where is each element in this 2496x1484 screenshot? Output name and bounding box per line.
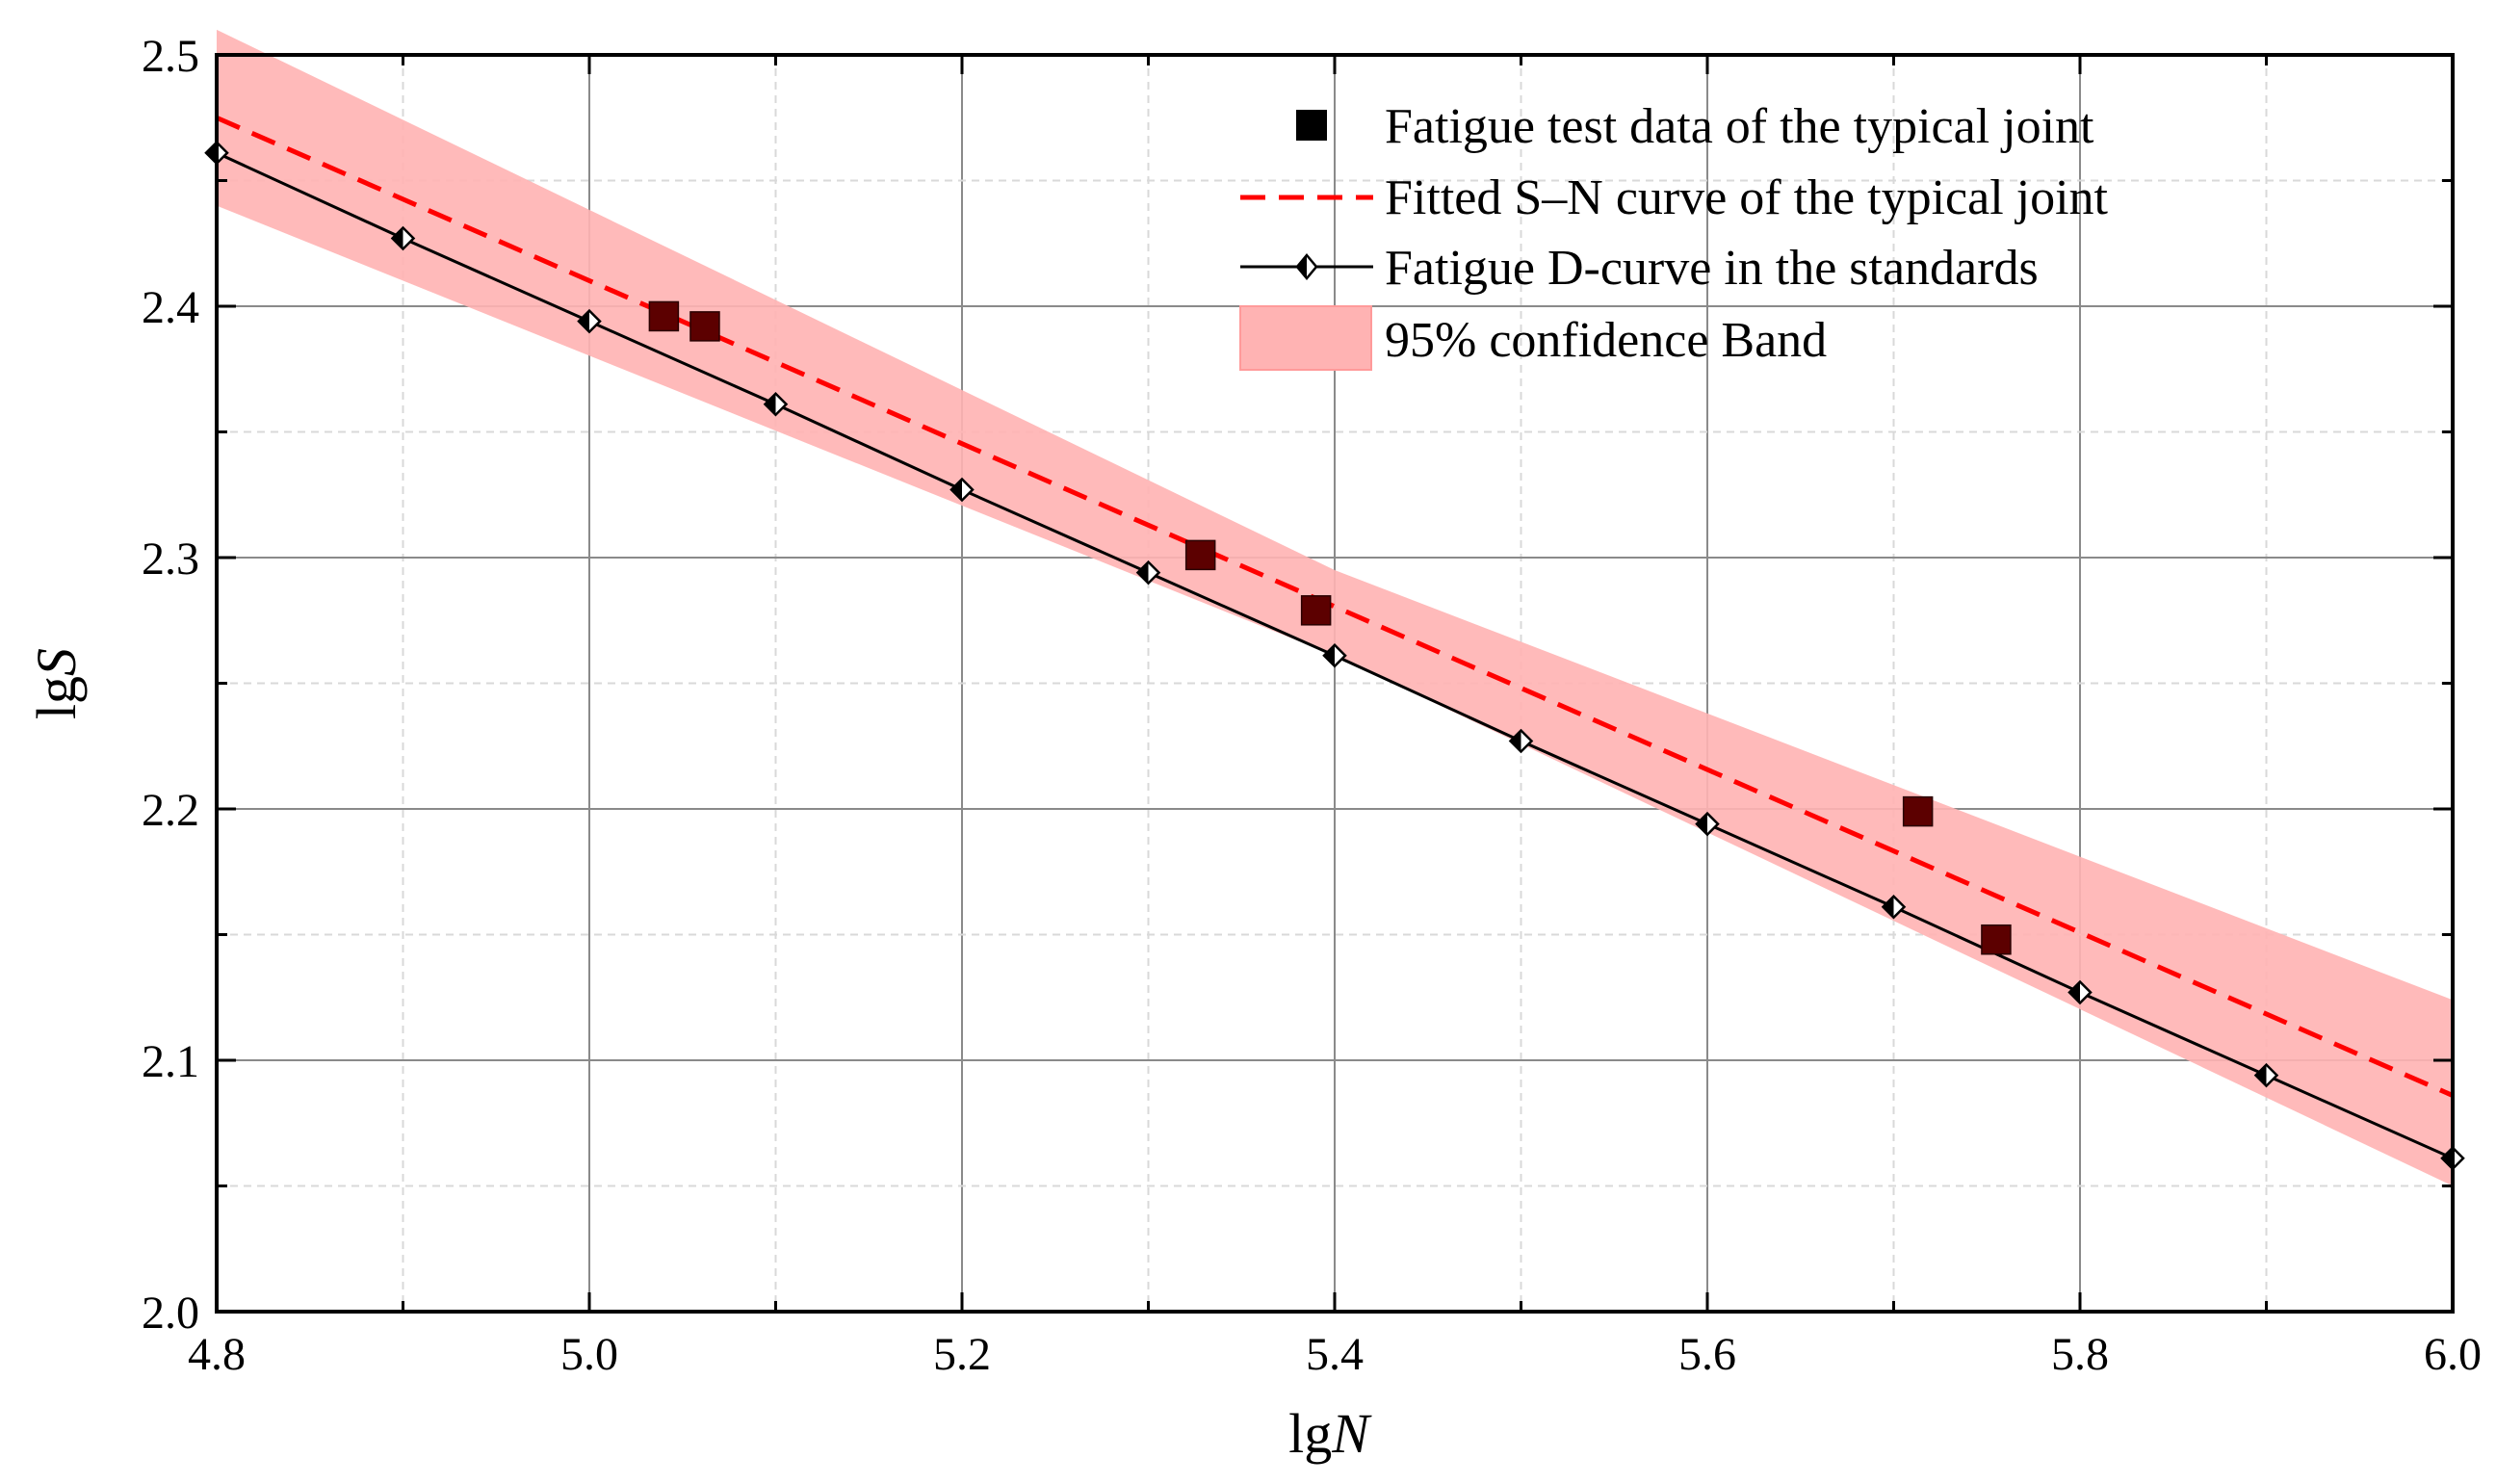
- d-curve-diamond-fill: [579, 310, 589, 332]
- x-tick-label: 6.0: [2424, 1329, 2482, 1380]
- d-curve-diamond-fill: [1697, 813, 1707, 835]
- legend-marker-confidence-band: [1239, 305, 1372, 371]
- legend-label-d-curve: Fatigue D-curve in the standards: [1385, 241, 2039, 296]
- d-curve-diamond-fill: [1324, 644, 1335, 666]
- test-data-layer: [648, 300, 2012, 955]
- x-tick-label: 5.0: [560, 1329, 618, 1380]
- legend-marker-test-data: [1296, 110, 1327, 141]
- x-tick-label: 5.8: [2051, 1329, 2109, 1380]
- x-tick-label: 5.2: [933, 1329, 991, 1380]
- test-data-point: [1981, 924, 2012, 955]
- x-axis-ticks: 4.8 5.0 5.2 5.4 5.6 5.8 6.0: [188, 55, 2482, 1380]
- test-data-point: [648, 300, 680, 332]
- test-data-point: [689, 311, 720, 342]
- test-data-point: [1902, 795, 1934, 827]
- y-tick-label: 2.5: [142, 31, 199, 82]
- d-curve-diamond-fill: [765, 393, 776, 415]
- y-tick-label: 2.4: [142, 282, 199, 333]
- d-curve-diamond-fill: [2069, 981, 2080, 1003]
- d-curve-diamond-fill: [1883, 896, 1894, 918]
- test-data-point: [1184, 539, 1216, 571]
- x-tick-label: 4.8: [188, 1329, 246, 1380]
- d-curve-diamond-fill: [1137, 561, 1149, 584]
- y-axis-ticks: 2.0 2.1 2.2 2.3 2.4 2.5: [142, 31, 2453, 1339]
- x-tick-label: 5.4: [1306, 1329, 1364, 1380]
- d-curve-diamond-fill: [1510, 730, 1521, 752]
- legend-label-test-data: Fatigue test data of the typical joint: [1385, 99, 2094, 154]
- legend-label-confidence-band: 95% confidence Band: [1385, 313, 1827, 368]
- legend: Fatigue test data of the typical joint F…: [1239, 99, 2109, 371]
- y-tick-label: 2.3: [142, 534, 199, 585]
- y-tick-label: 2.0: [142, 1288, 199, 1339]
- fitted-curve-line: [215, 115, 2455, 1098]
- x-axis-title: lgN: [1288, 1402, 1372, 1465]
- y-tick-label: 2.1: [142, 1036, 199, 1087]
- legend-label-fitted-curve: Fitted S–N curve of the typical joint: [1385, 170, 2109, 225]
- d-curve-diamond-fill: [206, 142, 217, 164]
- y-tick-label: 2.2: [142, 785, 199, 836]
- d-curve-diamond-fill: [392, 227, 403, 249]
- test-data-point: [1300, 595, 1332, 626]
- y-axis-title: lgS: [25, 648, 88, 719]
- x-tick-label: 5.6: [1678, 1329, 1736, 1380]
- d-curve-diamond-fill: [2442, 1147, 2453, 1169]
- fitted-curve-layer: [215, 115, 2455, 1098]
- d-curve-diamond-fill: [951, 479, 962, 501]
- d-curve-diamond-fill: [2255, 1064, 2267, 1086]
- legend-marker-d-curve-diamond-fill: [1297, 255, 1307, 278]
